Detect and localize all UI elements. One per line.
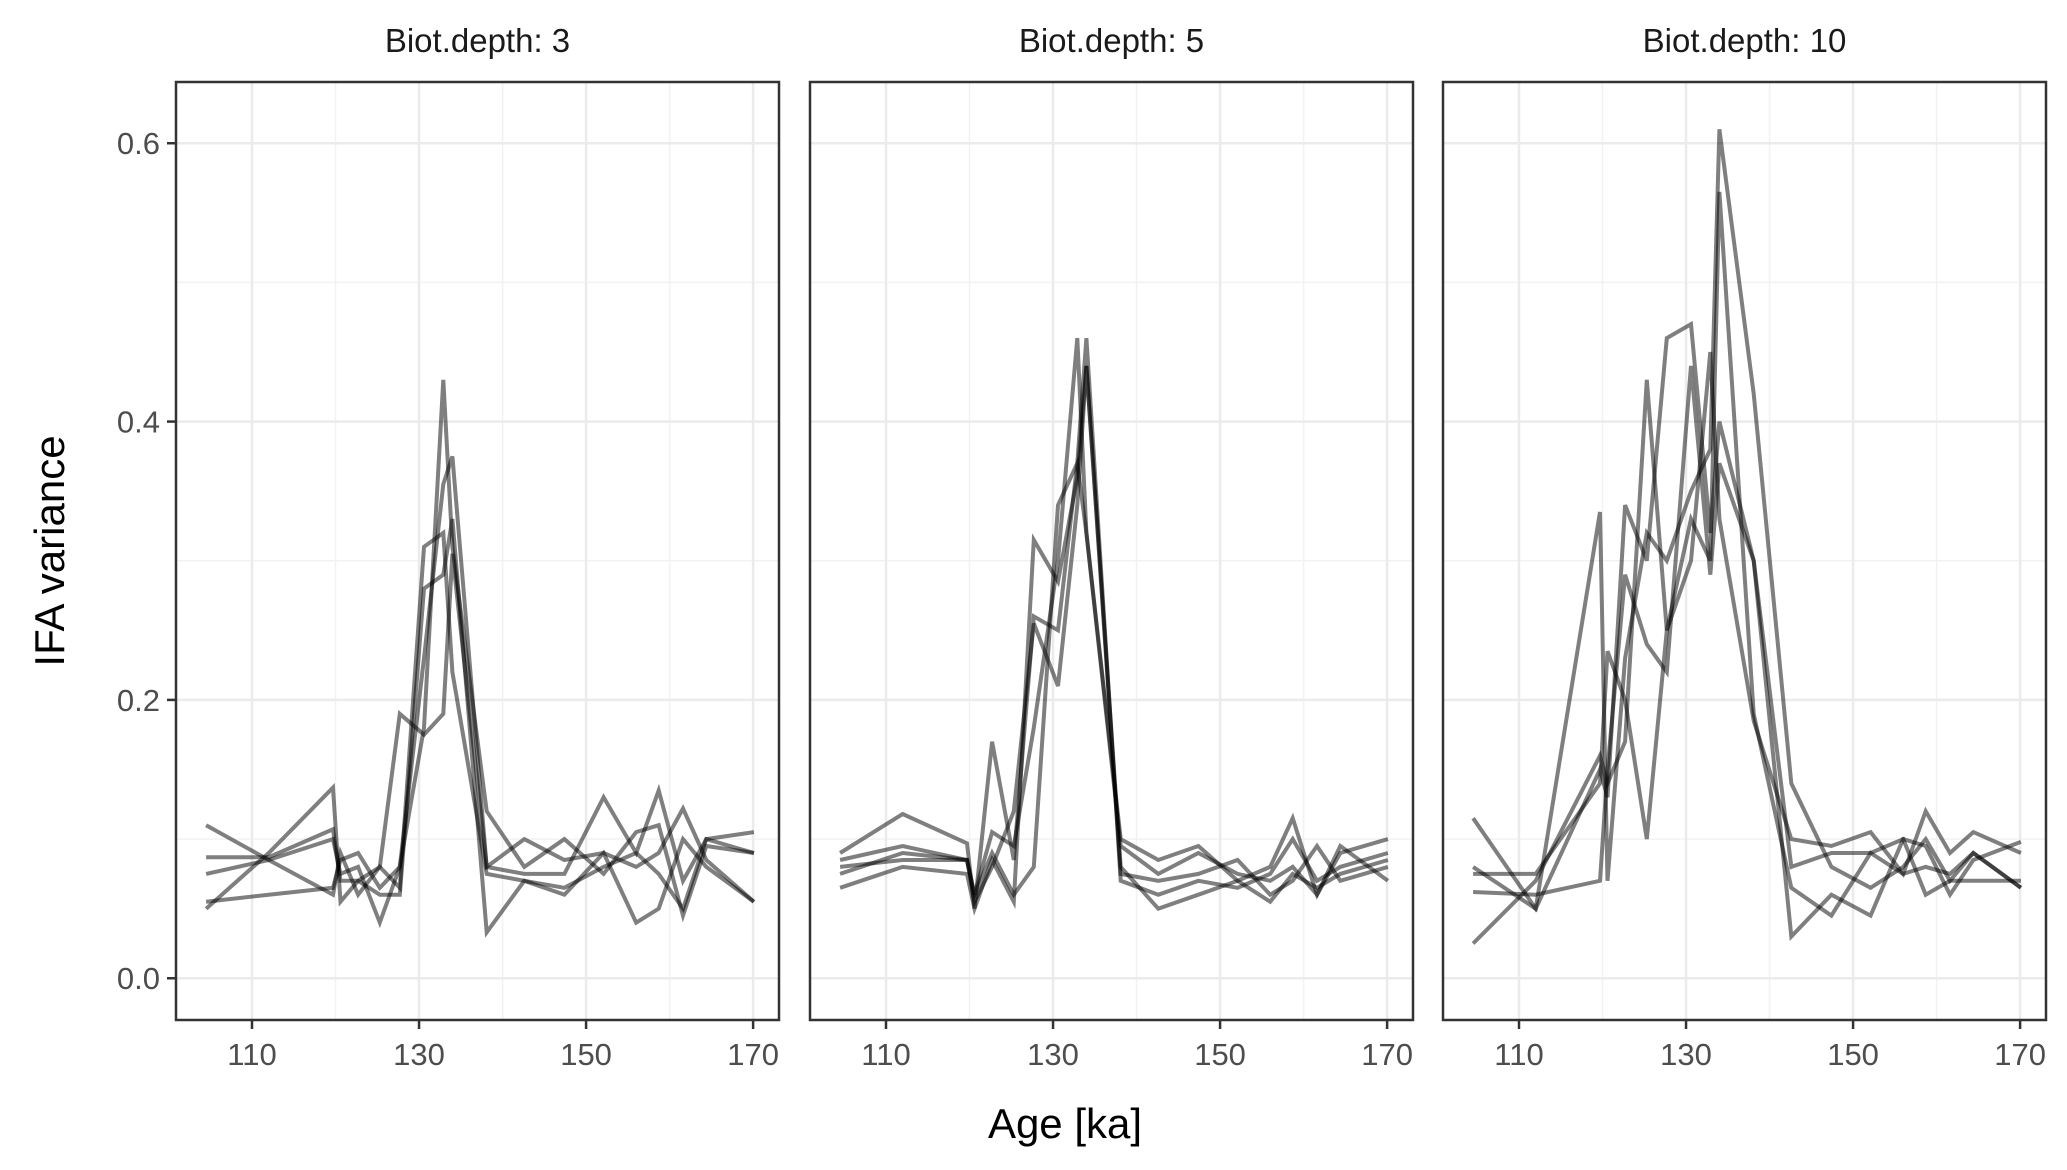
panel-border: [174, 80, 781, 1022]
facet-panel-3: Biot.depth: 10 110 130 150 170: [1441, 22, 2048, 1072]
series-line-4: [839, 365, 1389, 916]
panel-background: [176, 82, 779, 1020]
facet-title: Biot.depth: 3: [385, 22, 570, 59]
y-tick-label: 0.2: [117, 683, 160, 718]
series-line-2: [205, 379, 755, 923]
y-tick-label: 0.0: [117, 961, 160, 996]
series-line-2: [1473, 191, 2023, 919]
x-tick-label: 110: [861, 1037, 910, 1072]
x-tick-label: 110: [1494, 1037, 1543, 1072]
series-line-5: [1473, 365, 2022, 942]
x-tick-label: 110: [227, 1037, 276, 1072]
panel-background: [810, 82, 1413, 1020]
series-line-1: [1471, 129, 2023, 913]
x-tick-label: 170: [1994, 1037, 2046, 1072]
facet-panel-1: Biot.depth: 3 110 130 150 170 0.0 0.2 0.4 0.6: [117, 22, 781, 1072]
x-tick-label: 150: [1194, 1037, 1246, 1072]
x-tick-label: 150: [1827, 1037, 1879, 1072]
series-line-1: [205, 529, 755, 914]
panel-border: [808, 80, 1415, 1022]
y-axis-title: IFA variance: [26, 435, 73, 666]
y-tick-label: 0.6: [117, 126, 160, 161]
x-tick-label: 130: [1027, 1037, 1079, 1072]
series-line-3: [204, 553, 756, 911]
x-tick-label: 150: [560, 1037, 612, 1072]
series-line-5: [839, 456, 1390, 902]
x-tick-label: 170: [727, 1037, 779, 1072]
x-tick-label: 170: [1361, 1037, 1413, 1072]
x-axis-title: Age [ka]: [988, 1100, 1142, 1147]
series-line-5: [206, 518, 756, 938]
facet-title: Biot.depth: 10: [1643, 22, 1847, 59]
facet-title: Biot.depth: 5: [1019, 22, 1204, 59]
x-tick-label: 130: [393, 1037, 445, 1072]
y-tick-label: 0.4: [117, 405, 160, 440]
panel-border: [1441, 80, 2048, 1022]
x-tick-label: 130: [1660, 1037, 1712, 1072]
facet-panel-2: Biot.depth: 5 110 130 150 170: [808, 22, 1415, 1072]
